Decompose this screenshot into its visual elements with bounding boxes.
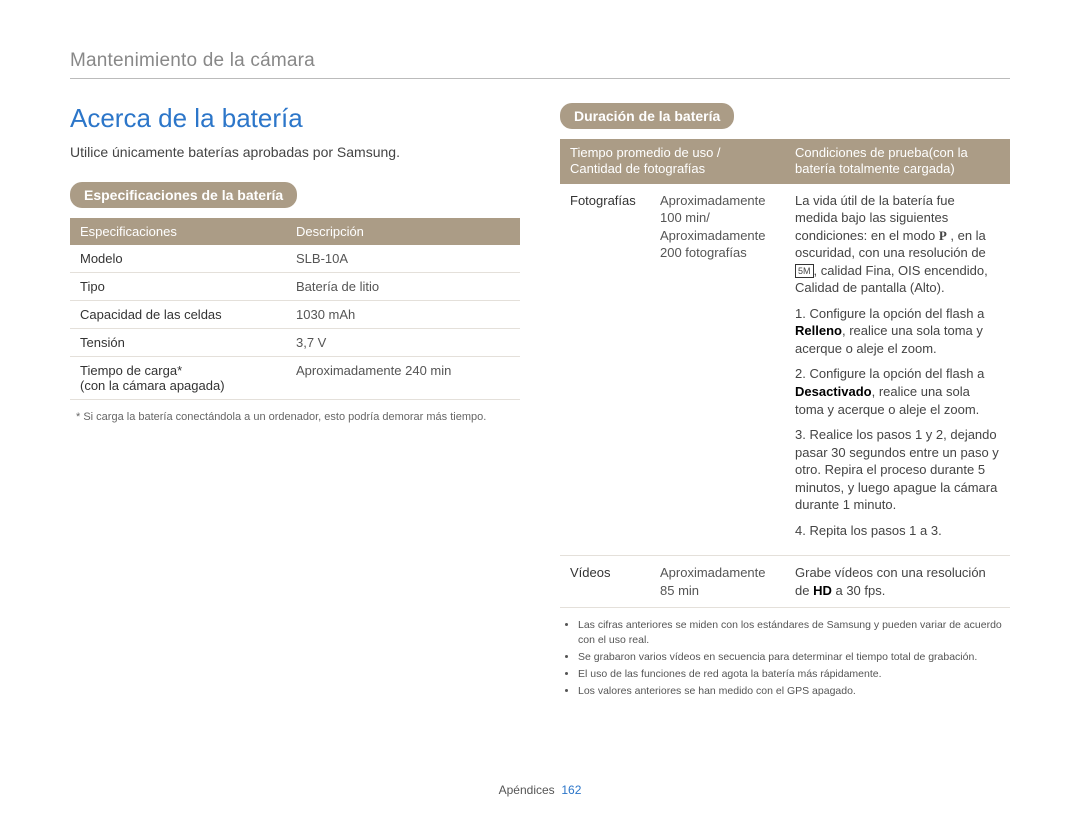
spec-value: SLB-10A [286, 245, 520, 273]
table-row: Tipo Batería de litio [70, 273, 520, 301]
page-footer: Apéndices 162 [0, 783, 1080, 797]
spec-table: Especificaciones Descripción Modelo SLB-… [70, 218, 520, 400]
spec-label: Modelo [70, 245, 286, 273]
life-notes: Las cifras anteriores se miden con los e… [560, 618, 1010, 698]
life-conditions: Grabe vídeos con una resolución de HD a … [785, 556, 1010, 608]
footer-page-number: 162 [561, 783, 581, 797]
spec-label: Tipo [70, 273, 286, 301]
life-conditions: La vida útil de la batería fue medida ba… [785, 184, 1010, 556]
cond-step4: 4. Repita los pasos 1 a 3. [795, 522, 1000, 540]
note-item: El uso de las funciones de red agota la … [578, 667, 1010, 681]
footer-section: Apéndices [499, 783, 555, 797]
table-row: Tiempo de carga* (con la cámara apagada)… [70, 357, 520, 400]
mode-p-icon: P [939, 227, 947, 245]
note-item: Se grabaron varios vídeos en secuencia p… [578, 650, 1010, 664]
resolution-icon: 5M [795, 264, 814, 278]
spec-value: 1030 mAh [286, 301, 520, 329]
life-table: Tiempo promedio de uso / Cantidad de fot… [560, 139, 1010, 608]
life-category: Vídeos [560, 556, 650, 608]
life-category: Fotografías [560, 184, 650, 556]
left-column: Acerca de la batería Utilice únicamente … [70, 103, 520, 701]
note-item: Los valores anteriores se han medido con… [578, 684, 1010, 698]
spec-label: Tensión [70, 329, 286, 357]
table-row: Vídeos Aproximadamente 85 min Grabe víde… [560, 556, 1010, 608]
life-time: Aproximadamente 85 min [650, 556, 785, 608]
spec-label: Capacidad de las celdas [70, 301, 286, 329]
note-item: Las cifras anteriores se miden con los e… [578, 618, 1010, 646]
spec-header-label: Especificaciones [70, 218, 286, 245]
table-row: Modelo SLB-10A [70, 245, 520, 273]
cond-intro: La vida útil de la batería fue medida ba… [795, 192, 1000, 297]
spec-heading-pill: Especificaciones de la batería [70, 182, 297, 208]
intro-text: Utilice únicamente baterías aprobadas po… [70, 144, 520, 160]
right-column: Duración de la batería Tiempo promedio d… [560, 103, 1010, 701]
cond-step2: 2. Configure la opción del flash a Desac… [795, 365, 1000, 418]
divider [70, 78, 1010, 79]
spec-value: Aproximadamente 240 min [286, 357, 520, 400]
table-row: Tensión 3,7 V [70, 329, 520, 357]
cond-step1: 1. Configure la opción del flash a Relle… [795, 305, 1000, 358]
life-heading-pill: Duración de la batería [560, 103, 734, 129]
life-header-usage: Tiempo promedio de uso / Cantidad de fot… [560, 139, 785, 184]
life-header-conditions: Condiciones de prueba(con la batería tot… [785, 139, 1010, 184]
table-row: Fotografías Aproximadamente 100 min/ Apr… [560, 184, 1010, 556]
life-time: Aproximadamente 100 min/ Aproximadamente… [650, 184, 785, 556]
spec-value: Batería de litio [286, 273, 520, 301]
section-title: Acerca de la batería [70, 103, 520, 134]
spec-footnote: * Si carga la batería conectándola a un … [76, 410, 520, 425]
table-row: Capacidad de las celdas 1030 mAh [70, 301, 520, 329]
spec-label: Tiempo de carga* (con la cámara apagada) [70, 357, 286, 400]
cond-step3: 3. Realice los pasos 1 y 2, dejando pasa… [795, 426, 1000, 514]
spec-value: 3,7 V [286, 329, 520, 357]
spec-header-value: Descripción [286, 218, 520, 245]
chapter-title: Mantenimiento de la cámara [70, 50, 1010, 72]
